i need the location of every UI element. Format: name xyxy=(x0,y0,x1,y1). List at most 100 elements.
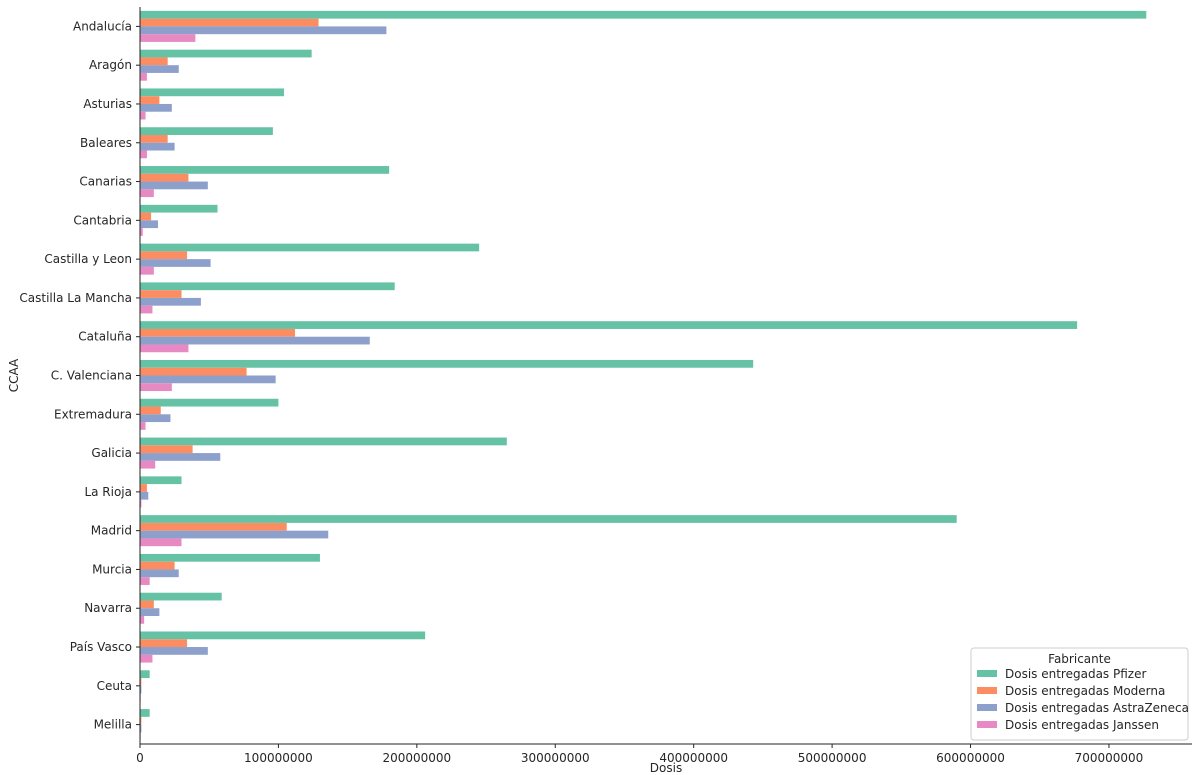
bar xyxy=(140,212,152,221)
bar xyxy=(140,460,156,469)
y-tick-label: Baleares xyxy=(80,136,132,150)
bar xyxy=(140,142,175,151)
y-tick-label: Castilla La Mancha xyxy=(19,291,132,305)
bar xyxy=(140,150,147,159)
bar xyxy=(140,127,273,136)
bar xyxy=(140,445,193,454)
y-tick-label: Castilla y Leon xyxy=(44,252,132,266)
legend-swatch xyxy=(977,687,997,694)
bar xyxy=(140,321,1078,329)
y-tick-label: Andalucía xyxy=(73,19,132,33)
y-tick-label: Ceuta xyxy=(97,679,132,693)
bar xyxy=(140,181,208,190)
bar xyxy=(140,282,395,291)
bar xyxy=(140,88,284,97)
y-axis-label: CCAA xyxy=(7,358,21,392)
y-tick-label: Cantabria xyxy=(73,213,132,227)
bar xyxy=(140,654,153,663)
bar xyxy=(140,297,201,306)
bar xyxy=(140,103,172,112)
bar xyxy=(140,10,1147,19)
y-tick-label: Murcia xyxy=(92,562,132,576)
bar xyxy=(140,685,142,694)
bar xyxy=(140,305,153,314)
bar xyxy=(140,670,150,679)
legend-label: Dosis entregadas AstraZeneca xyxy=(1005,701,1189,715)
bar xyxy=(140,414,171,423)
legend-swatch xyxy=(977,721,997,728)
y-tick-label: C. Valenciana xyxy=(51,369,132,383)
bar xyxy=(140,561,175,570)
bar xyxy=(140,453,221,461)
bar xyxy=(140,111,146,120)
bar xyxy=(140,600,154,609)
bar xyxy=(140,724,142,733)
bar xyxy=(140,367,247,376)
bar xyxy=(140,220,158,229)
legend-label: Dosis entregadas Janssen xyxy=(1005,718,1159,732)
x-tick-label: 200000000 xyxy=(382,751,451,765)
y-tick-label: Aragón xyxy=(89,58,132,72)
bar xyxy=(140,422,146,430)
bar xyxy=(140,569,179,578)
bar xyxy=(140,166,390,174)
bar xyxy=(140,639,188,648)
legend-label: Dosis entregadas Moderna xyxy=(1005,684,1165,698)
y-tick-label: Canarias xyxy=(79,175,132,189)
bar xyxy=(140,592,222,601)
y-tick-label: Asturias xyxy=(83,97,132,111)
bar xyxy=(140,375,276,384)
bar xyxy=(140,398,279,407)
bar xyxy=(140,499,142,508)
bar xyxy=(140,173,189,182)
bar xyxy=(140,96,160,104)
bar xyxy=(140,383,172,392)
y-tick-label: Navarra xyxy=(84,601,132,615)
bar xyxy=(140,406,161,415)
bar xyxy=(140,135,168,143)
bar xyxy=(140,259,211,267)
bar xyxy=(140,328,296,337)
x-tick-label: 500000000 xyxy=(798,751,867,765)
legend: Fabricante Dosis entregadas PfizerDosis … xyxy=(970,647,1189,741)
y-tick-label: Madrid xyxy=(91,524,132,538)
bar xyxy=(140,18,319,27)
bars-group xyxy=(140,10,1147,741)
bar xyxy=(140,57,168,66)
legend-swatch xyxy=(977,704,997,711)
bar xyxy=(140,336,370,345)
bar xyxy=(140,34,196,42)
x-tick-label: 0 xyxy=(136,751,144,765)
y-tick-label: Extremadura xyxy=(54,407,132,421)
bar xyxy=(140,266,154,275)
y-tick-label: La Rioja xyxy=(84,485,132,499)
legend-box xyxy=(970,647,1189,741)
bar xyxy=(140,243,480,252)
bar xyxy=(140,228,143,236)
bar xyxy=(140,189,154,198)
x-axis-ticks: 0 100000000 200000000 300000000 400000000 500… xyxy=(136,744,1143,765)
y-tick-label: Cataluña xyxy=(78,330,132,344)
x-tick-label: 300000000 xyxy=(521,751,590,765)
legend-label: Dosis entregadas Pfizer xyxy=(1005,667,1146,681)
bar xyxy=(140,678,142,686)
bar xyxy=(140,522,287,531)
bar xyxy=(140,484,147,492)
x-tick-label: 600000000 xyxy=(936,751,1005,765)
x-axis-label: Dosis xyxy=(650,761,682,775)
bar xyxy=(140,608,160,616)
bar xyxy=(140,553,320,562)
bar xyxy=(140,530,329,539)
bar xyxy=(140,290,182,298)
y-axis-ticks: Andalucía Aragón Asturias Baleares Canarias C… xyxy=(19,19,140,732)
bar xyxy=(140,251,188,260)
legend-items: Dosis entregadas Pfizer Dosis entregadas … xyxy=(977,667,1189,732)
bar xyxy=(140,615,145,624)
x-tick-label: 100000000 xyxy=(244,751,313,765)
bar xyxy=(140,344,189,353)
bar xyxy=(140,577,150,585)
y-tick-label: Melilla xyxy=(94,718,132,732)
bar xyxy=(140,49,312,58)
bar xyxy=(140,631,426,640)
